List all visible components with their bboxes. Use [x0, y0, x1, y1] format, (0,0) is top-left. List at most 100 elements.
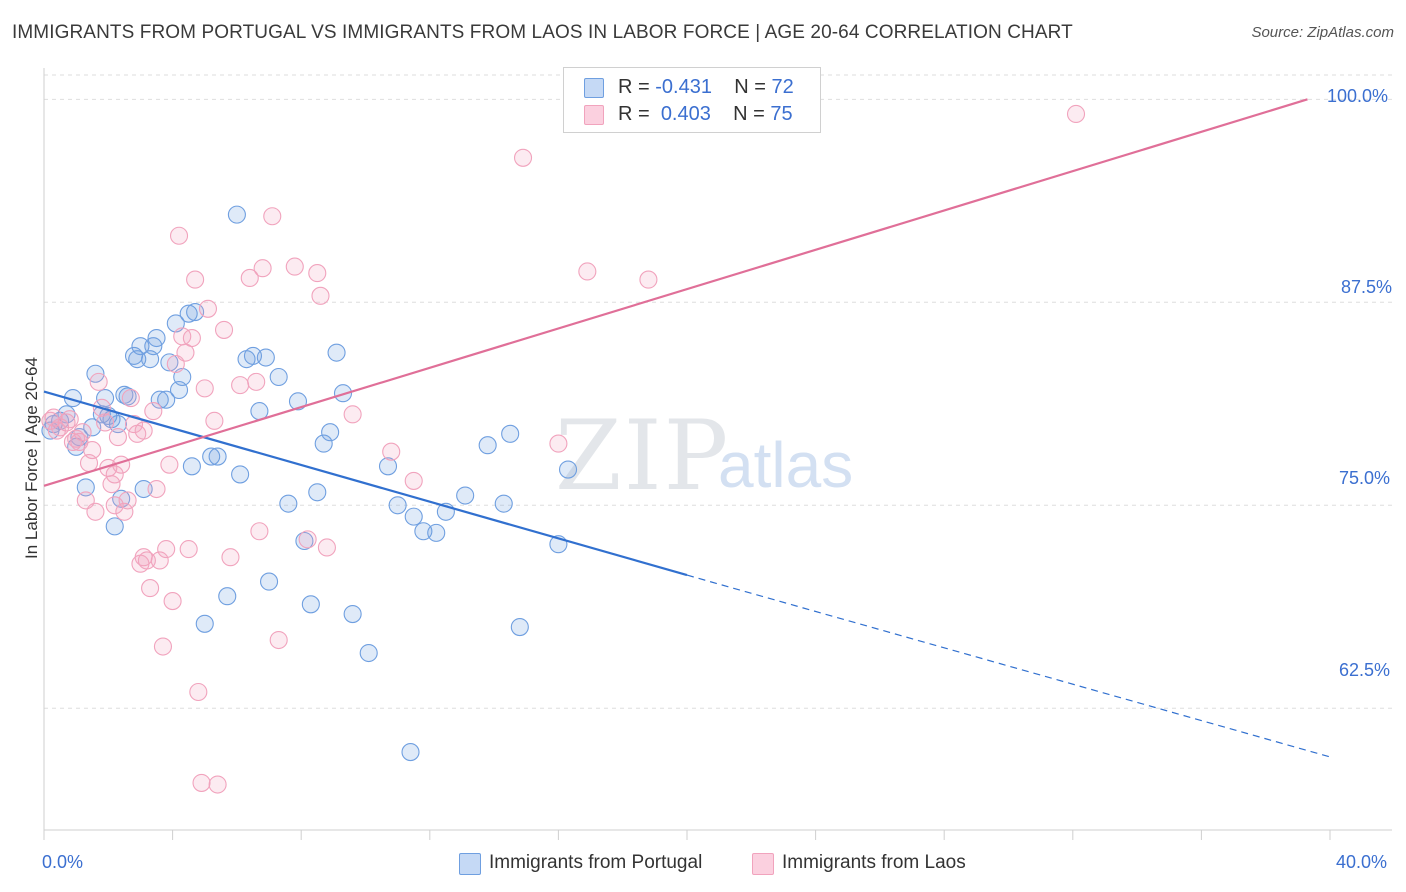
portugal-point — [501, 424, 520, 443]
bottom-portugal-label: Immigrants from Portugal — [489, 852, 703, 873]
bottom-portugal-swatch — [459, 853, 481, 875]
laos-point — [208, 775, 227, 794]
portugal-point — [256, 348, 275, 367]
laos-point — [308, 264, 327, 283]
laos-point — [124, 415, 144, 434]
laos-point — [89, 372, 108, 391]
laos-r-value: 0.403 — [660, 103, 711, 125]
portugal-trend-line — [43, 390, 688, 577]
portugal-point — [150, 390, 169, 409]
portugal-point — [288, 392, 308, 411]
portugal-point — [456, 486, 475, 505]
portugal-point — [404, 507, 423, 526]
laos-point — [198, 299, 218, 318]
laos-point — [195, 379, 214, 398]
laos-point — [83, 441, 102, 460]
portugal-point — [327, 343, 346, 362]
portugal-point — [343, 605, 362, 624]
portugal-point — [105, 517, 124, 536]
portugal-point — [378, 457, 398, 476]
laos-point — [108, 428, 127, 447]
portugal-n-label: N = — [734, 76, 772, 98]
laos-point — [105, 496, 124, 515]
laos-point — [549, 434, 568, 453]
portugal-point — [308, 483, 327, 502]
portugal-point — [208, 447, 227, 466]
portugal-point — [510, 617, 529, 637]
trend-lines — [43, 98, 1331, 758]
portugal-point — [295, 531, 314, 551]
laos-point — [382, 442, 401, 461]
watermark-zip: ZIP — [555, 400, 731, 512]
y-axis-label: In Labor Force | Age 20-64 — [22, 357, 41, 559]
laos-point — [513, 148, 533, 167]
laos-point — [189, 682, 208, 702]
laos-point — [250, 522, 269, 541]
y-tick-label-75: 75.0% — [1339, 468, 1391, 488]
laos-point — [73, 423, 92, 442]
laos-point — [311, 286, 330, 305]
laos-point — [121, 389, 140, 408]
portugal-point — [401, 743, 420, 762]
laos-point — [147, 479, 166, 499]
laos-point — [86, 502, 105, 521]
watermark-atlas: atlas — [718, 429, 854, 501]
laos-point — [150, 551, 169, 570]
portugal-point — [195, 614, 214, 633]
laos-point — [247, 372, 266, 391]
laos-point — [137, 551, 156, 570]
laos-point — [169, 226, 189, 245]
laos-points — [41, 104, 1086, 794]
laos-point — [214, 320, 234, 339]
portugal-point — [160, 353, 179, 372]
laos-point — [157, 540, 176, 559]
portugal-swatch — [584, 78, 604, 98]
laos-point — [186, 270, 205, 289]
x-tick-label-40: 40.0% — [1336, 852, 1388, 872]
laos-point — [102, 475, 121, 494]
portugal-point — [301, 595, 320, 614]
laos-point — [144, 402, 163, 421]
portugal-point — [478, 436, 497, 455]
portugal-point — [279, 494, 298, 513]
portugal-point — [76, 478, 95, 497]
portugal-points — [41, 205, 578, 762]
laos-point — [578, 262, 597, 281]
laos-point — [179, 540, 198, 559]
correlation-legend: R = -0.431 N = 72 R = 0.403 N = 75 — [563, 67, 821, 133]
laos-trend-line — [43, 98, 1308, 487]
portugal-point — [179, 304, 198, 323]
portugal-trend-extension — [686, 574, 1331, 758]
portugal-n-value: 72 — [771, 76, 794, 98]
laos-point — [70, 432, 89, 451]
portugal-point — [259, 572, 279, 591]
portugal-point — [131, 337, 150, 356]
portugal-point — [118, 387, 137, 406]
laos-point — [63, 432, 82, 451]
laos-point — [115, 502, 134, 521]
laos-point — [192, 773, 211, 792]
bottom-laos-label: Immigrants from Laos — [782, 852, 966, 873]
portugal-point — [558, 460, 578, 479]
laos-point — [182, 328, 201, 348]
laos-point — [163, 592, 182, 611]
laos-point — [343, 405, 362, 424]
laos-point — [105, 465, 124, 484]
laos-point — [57, 413, 76, 432]
laos-point — [205, 411, 224, 430]
laos-point — [263, 207, 282, 226]
laos-point — [141, 579, 160, 598]
y-tick-label-87-5: 87.5% — [1341, 277, 1393, 297]
laos-r-label: R = — [618, 103, 656, 125]
portugal-point — [427, 523, 446, 542]
laos-n-label: N = — [733, 103, 771, 125]
portugal-point — [147, 328, 166, 348]
laos-n-value: 75 — [770, 103, 793, 125]
laos-point — [240, 268, 259, 288]
laos-point — [160, 455, 179, 474]
portugal-point — [388, 496, 407, 515]
portugal-point — [182, 457, 201, 476]
portugal-point — [231, 465, 250, 484]
portugal-point — [359, 643, 378, 663]
